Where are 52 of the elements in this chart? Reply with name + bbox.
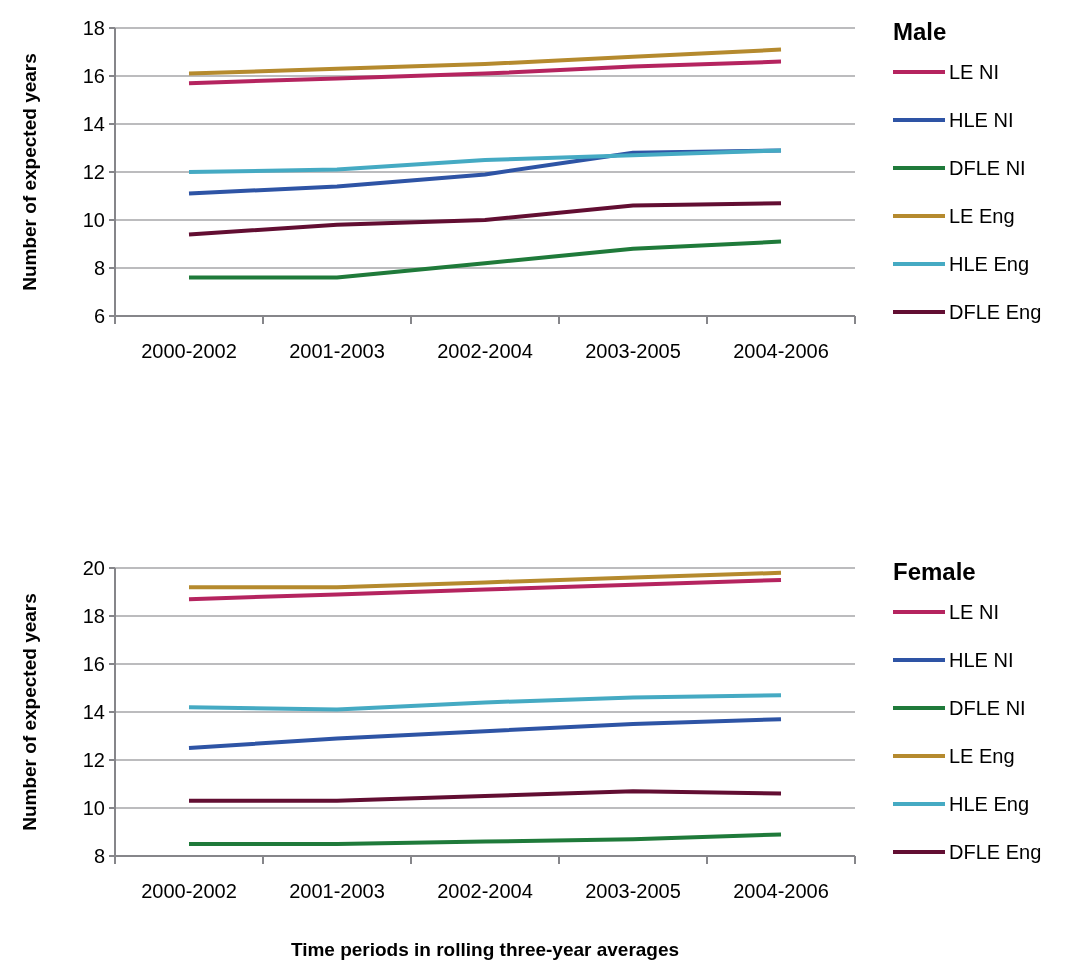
x-tick-label: 2003-2005: [585, 880, 681, 902]
line-series: [187, 789, 783, 803]
x-tick-label: 2002-2004: [437, 340, 533, 362]
line-series: [187, 47, 783, 76]
legend-label: DFLE Eng: [949, 301, 1042, 323]
legend-label: HLE NI: [949, 649, 1014, 671]
y-tick-label: 12: [82, 749, 105, 771]
y-axis-title: Number of expected years: [19, 53, 40, 291]
line-series: [187, 832, 783, 846]
y-tick-label: 16: [82, 65, 105, 87]
line-series: [187, 717, 783, 750]
y-tick-label: 6: [93, 305, 105, 327]
y-tick-label: 20: [82, 557, 105, 579]
legend-label: LE NI: [949, 601, 1000, 623]
legend-label: DFLE NI: [949, 157, 1026, 179]
y-tick-label: 14: [82, 113, 105, 135]
legend-label: HLE NI: [949, 109, 1014, 131]
x-tick-label: 2001-2003: [289, 880, 385, 902]
y-tick-label: 18: [82, 17, 105, 39]
legend-label: LE NI: [949, 61, 1000, 83]
y-tick-label: 16: [82, 653, 105, 675]
legend-title: Male: [893, 18, 947, 45]
x-tick-label: 2000-2002: [141, 880, 237, 902]
line-series: [187, 570, 783, 590]
legend-label: LE Eng: [949, 205, 1015, 227]
x-tick-label: 2002-2004: [437, 880, 533, 902]
line-series: [187, 59, 783, 86]
x-tick-label: 2001-2003: [289, 340, 385, 362]
x-axis-title: Time periods in rolling three-year averages: [290, 939, 680, 960]
line-series: [187, 201, 783, 237]
y-tick-label: 8: [93, 845, 105, 867]
legend-title: Female: [893, 558, 976, 585]
legend-label: HLE Eng: [949, 793, 1030, 815]
y-axis-title: Number of expected years: [19, 593, 40, 831]
line-series: [187, 239, 783, 280]
line-series: [187, 148, 783, 174]
x-tick-label: 2003-2005: [585, 340, 681, 362]
y-tick-label: 14: [82, 701, 105, 723]
x-tick-label: 2004-2006: [733, 880, 829, 902]
line-series: [187, 578, 783, 602]
y-tick-label: 12: [82, 161, 105, 183]
x-tick-label: 2000-2002: [141, 340, 237, 362]
y-tick-label: 10: [82, 209, 105, 231]
legend-label: LE Eng: [949, 745, 1015, 767]
y-tick-label: 10: [82, 797, 105, 819]
x-tick-label: 2004-2006: [733, 340, 829, 362]
y-tick-label: 8: [93, 257, 105, 279]
legend-label: DFLE NI: [949, 697, 1026, 719]
legend-label: DFLE Eng: [949, 841, 1042, 863]
legend-label: HLE Eng: [949, 253, 1030, 275]
line-series: [187, 693, 783, 712]
y-tick-label: 18: [82, 605, 105, 627]
